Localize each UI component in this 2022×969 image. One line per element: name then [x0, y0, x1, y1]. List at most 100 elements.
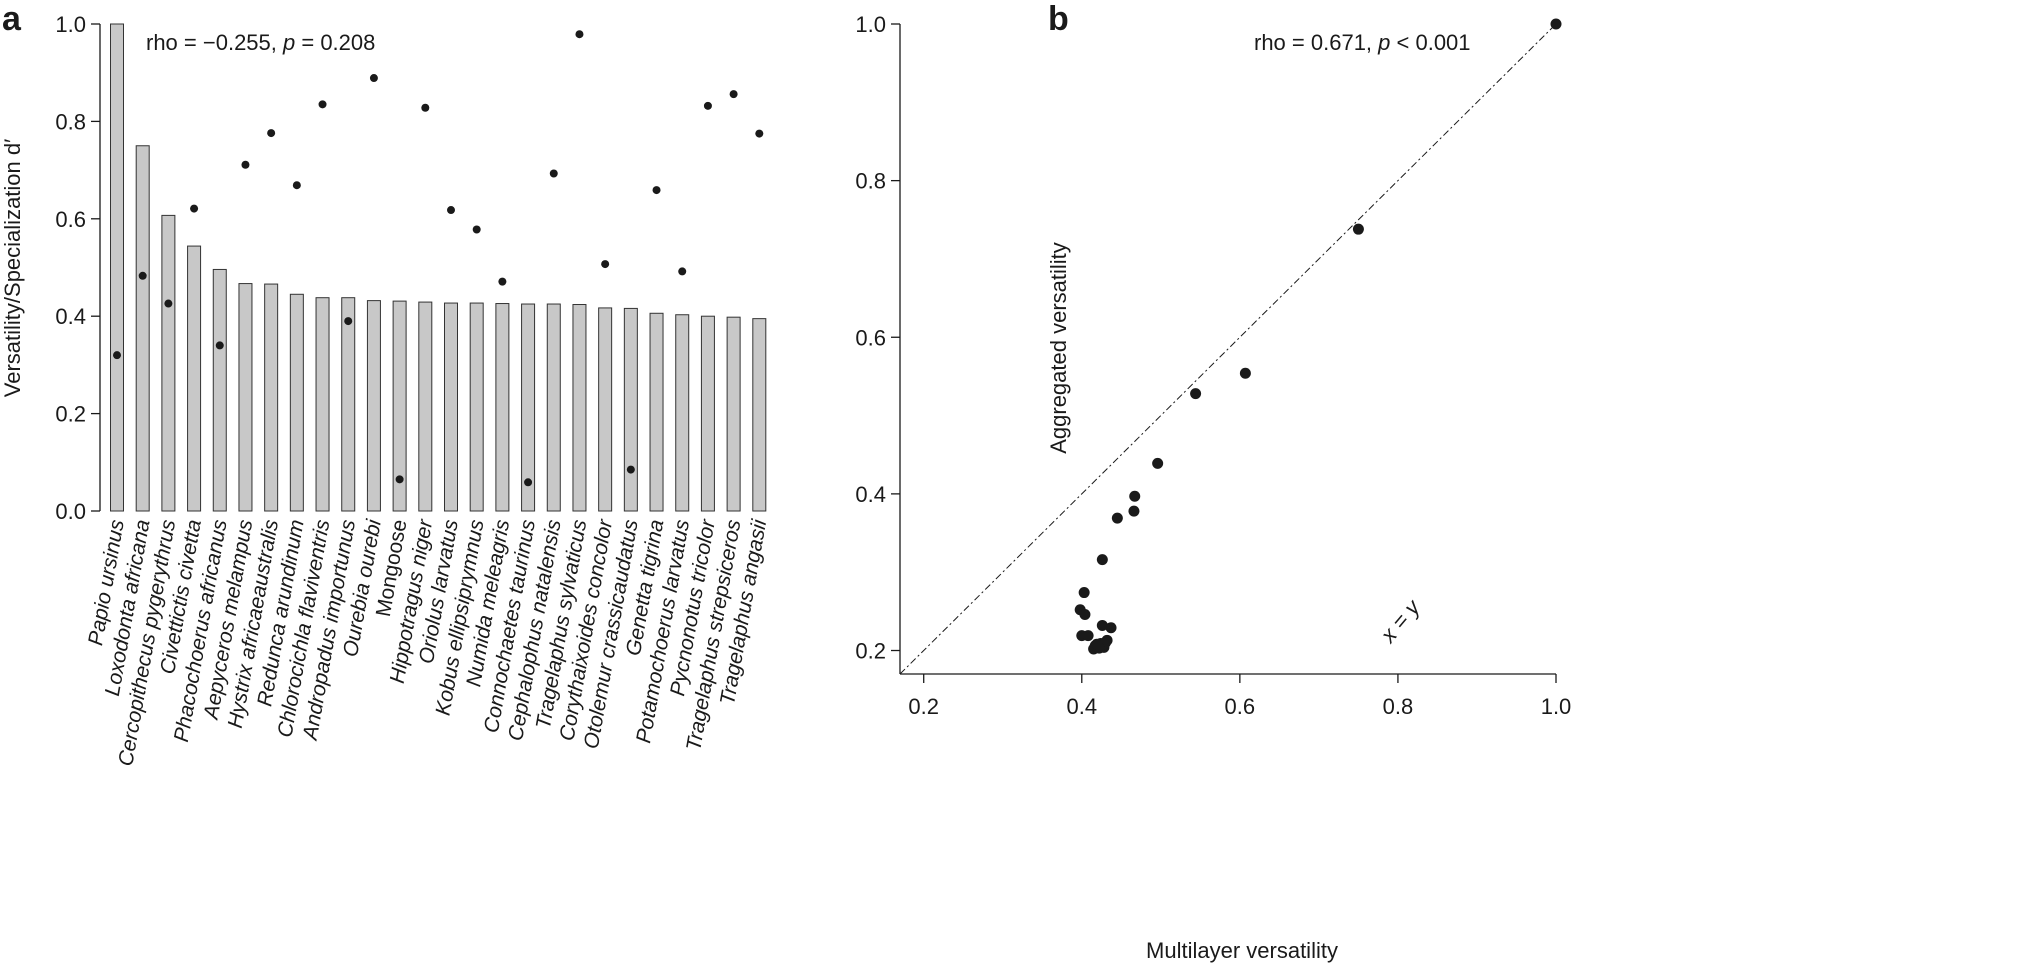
y-tick-label: 0.8 — [855, 169, 886, 194]
panel-b-letter: b — [1048, 0, 1069, 38]
scatter-point — [1152, 457, 1164, 469]
point-potamochoerus-larvatus — [678, 267, 687, 276]
bar-cercopithecus-pygerythrus — [161, 214, 176, 512]
point-numida-meleagris — [498, 277, 507, 286]
bar-potamochoerus-larvatus — [675, 314, 690, 512]
bar-civettictis-civetta — [187, 245, 202, 512]
x-tick-label: 0.6 — [1225, 694, 1256, 719]
point-otolemur-crassicaudatus — [626, 465, 635, 474]
y-tick-label: 0.4 — [855, 482, 886, 507]
panel-a-bar-chart: 0.0 0.2 0.4 0.6 0.8 1.0 Versatility/Specializa… — [0, 12, 771, 768]
point-chlorocichla-flaviventris — [318, 100, 327, 109]
bar-otolemur-crassicaudatus — [623, 307, 638, 512]
bar-oriolus-larvatus — [444, 302, 458, 512]
bar-hippotragus-niger — [418, 301, 433, 512]
bar-pycnonotus-tricolor — [700, 315, 715, 512]
point-connochaetes-taurinus — [524, 478, 533, 487]
point-aepyceros-melampus — [241, 160, 250, 169]
bar-connochaetes-taurinus — [521, 303, 536, 512]
point-cephalophus-natalensis — [549, 169, 558, 178]
reference-line — [899, 23, 1557, 675]
y-tick-label: 1.0 — [55, 12, 86, 37]
point-oriolus-larvatus — [447, 206, 455, 215]
scatter-point — [1190, 388, 1202, 400]
reference-line-label: x = y — [1375, 594, 1426, 648]
point-tragelaphus-sylvaticus — [575, 30, 584, 39]
scatter-point — [1352, 223, 1364, 235]
scatter-point — [1096, 619, 1108, 631]
scatter-point — [1079, 608, 1091, 620]
bar-genetta-tigrina — [649, 312, 664, 512]
panel-a-annotation-prefix: rho = −0.255, — [146, 30, 283, 55]
y-tick-label: 0.8 — [55, 109, 86, 134]
bar-tragelaphus-strepsiceros — [726, 316, 741, 512]
point-loxodonta-africana — [138, 271, 147, 280]
bar-redunca-arundinum — [289, 293, 304, 512]
scatter-point — [1129, 490, 1141, 502]
point-redunca-arundinum — [292, 181, 301, 190]
point-andropadus-importunus — [344, 317, 353, 326]
scatter-point — [1082, 630, 1094, 642]
point-corythaixoides-concolor — [601, 260, 610, 269]
panel-a-annotation-suffix: = 0.208 — [295, 30, 375, 55]
x-tick-label: 0.2 — [908, 694, 939, 719]
y-tick-label: 0.2 — [55, 402, 86, 427]
point-pycnonotus-tricolor — [703, 101, 712, 110]
bar-phacochoerus-africanus — [212, 268, 227, 512]
bar-tragelaphus-sylvaticus — [572, 304, 587, 512]
bar-cephalophus-natalensis — [546, 303, 561, 512]
bar-papio-ursinus — [110, 23, 124, 512]
bar-corythaixoides-concolor — [598, 307, 613, 512]
panel-b-annotation-p: p — [1377, 30, 1390, 55]
point-hystrix-africaeaustralis — [267, 129, 276, 138]
bar-tragelaphus-angasii — [752, 318, 767, 512]
scatter-point — [1105, 622, 1117, 634]
bar-numida-meleagris — [495, 303, 510, 512]
panel-a-annotation: rho = −0.255, p = 0.208 — [146, 30, 375, 55]
point-phacochoerus-africanus — [215, 341, 224, 350]
y-axis-title: Versatility/Specialization d′ — [0, 139, 25, 397]
x-axis-title: Multilayer versatility — [1146, 938, 1338, 963]
bar-andropadus-importunus — [341, 297, 356, 512]
x-tick-label: 1.0 — [1541, 694, 1572, 719]
scatter-point — [1096, 554, 1108, 566]
y-tick-label: 0.6 — [855, 325, 886, 350]
point-tragelaphus-strepsiceros — [729, 90, 738, 99]
point-papio-ursinus — [113, 351, 121, 360]
panel-b-scatter-plot: 0.2 0.4 0.6 0.8 1.0 0.2 0.4 0.6 0.8 1.0 Multilayer… — [855, 12, 1571, 963]
panel-a-annotation-p: p — [282, 30, 295, 55]
scatter-point — [1550, 18, 1562, 30]
scatter-point — [1128, 505, 1140, 517]
scatter-point — [1111, 512, 1123, 524]
point-hippotragus-niger — [421, 103, 430, 112]
point-ourebia-ourebi — [369, 74, 378, 83]
y-tick-label: 0.6 — [55, 207, 86, 232]
point-tragelaphus-angasii — [755, 129, 764, 138]
y-tick-label: 1.0 — [855, 12, 886, 37]
x-tick-label: 0.8 — [1383, 694, 1414, 719]
bar-kobus-ellipsiprymnus — [469, 302, 484, 512]
point-kobus-ellipsiprymnus — [472, 225, 481, 234]
panel-b-annotation: rho = 0.671, p < 0.001 — [1254, 30, 1471, 55]
bar-loxodonta-africana — [135, 145, 150, 512]
y-tick-label: 0.0 — [55, 499, 86, 524]
point-mongoose — [395, 475, 404, 484]
y-tick-label: 0.2 — [855, 639, 886, 664]
scatter-point — [1078, 587, 1090, 599]
point-civettictis-civetta — [190, 204, 199, 213]
panel-b-annotation-suffix: < 0.001 — [1390, 30, 1470, 55]
scatter-point — [1091, 638, 1103, 650]
x-tick-label: 0.4 — [1066, 694, 1097, 719]
point-cercopithecus-pygerythrus — [164, 299, 173, 308]
bar-hystrix-africaeaustralis — [264, 283, 279, 512]
y-axis-title: Aggregated versatility — [1046, 242, 1071, 454]
scatter-point — [1239, 367, 1251, 379]
bar-ourebia-ourebi — [366, 300, 381, 512]
bar-aepyceros-melampus — [238, 283, 253, 512]
bar-chlorocichla-flaviventris — [315, 297, 330, 512]
point-genetta-tigrina — [652, 186, 661, 195]
y-tick-label: 0.4 — [55, 304, 86, 329]
panel-b-annotation-prefix: rho = 0.671, — [1254, 30, 1378, 55]
bar-mongoose — [392, 300, 407, 512]
